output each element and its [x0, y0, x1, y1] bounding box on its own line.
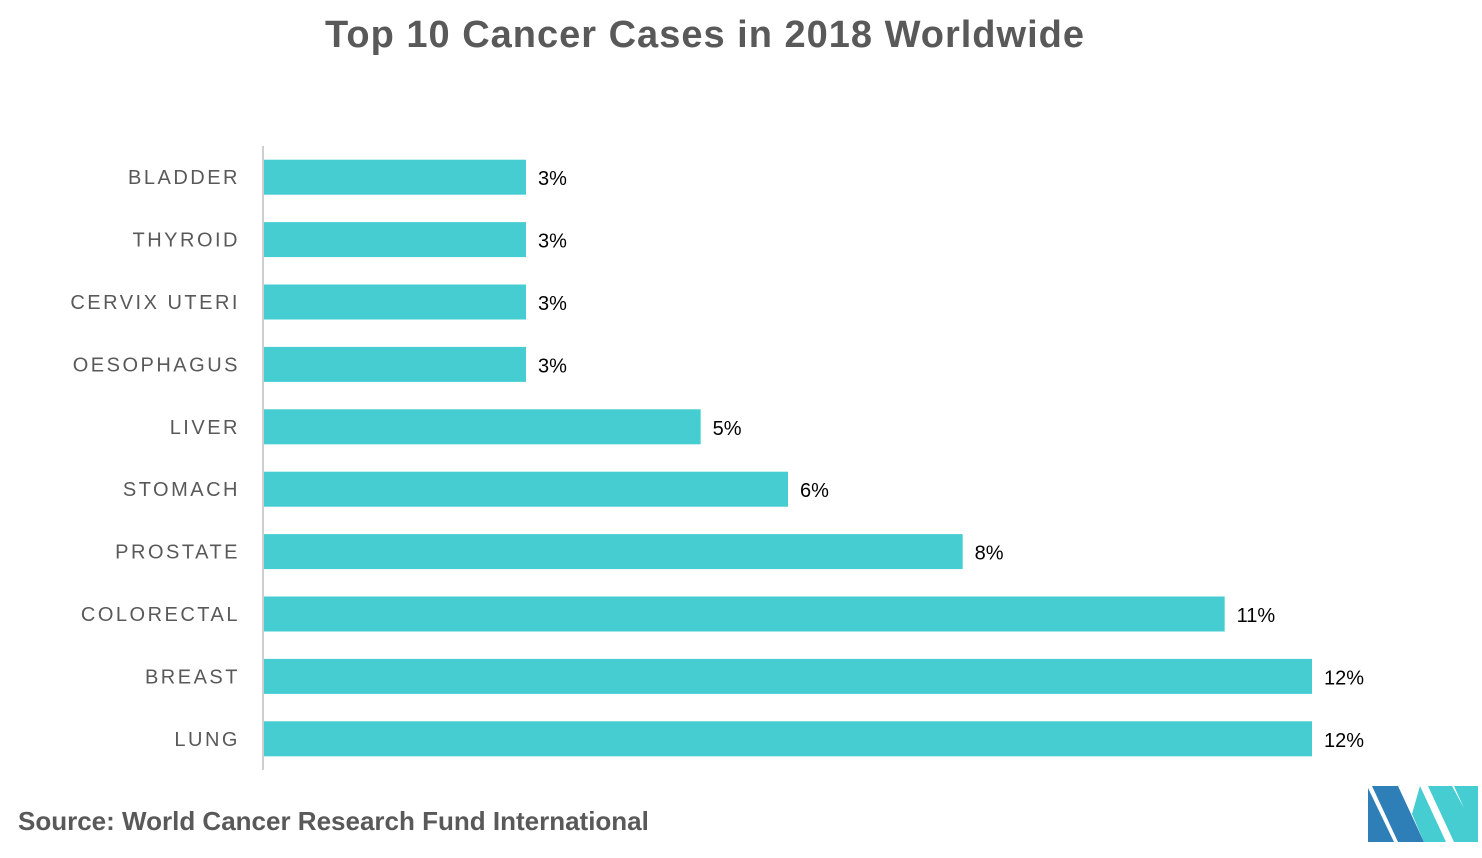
category-label-thyroid: THYROID [133, 230, 241, 252]
bar-liver [264, 409, 701, 445]
source-note: Source: World Cancer Research Fund Inter… [18, 806, 649, 836]
bar-cervix-uteri [264, 284, 526, 320]
category-label-prostate: PROSTATE [115, 542, 240, 564]
bar-colorectal [264, 596, 1225, 632]
category-label-cervix-uteri: CERVIX UTERI [70, 292, 240, 314]
category-label-breast: BREAST [145, 666, 240, 688]
category-label-oesophagus: OESOPHAGUS [73, 354, 240, 376]
category-label-liver: LIVER [170, 417, 240, 439]
category-label-stomach: STOMACH [123, 479, 240, 501]
category-label-colorectal: COLORECTAL [81, 604, 240, 626]
value-label-colorectal: 11% [1237, 605, 1276, 627]
value-labels: 3% 3% 3% 3% 5% 6% 8% 11% 12% 12% [538, 168, 1364, 752]
value-label-breast: 12% [1324, 667, 1364, 689]
bar-thyroid [264, 222, 526, 258]
category-label-lung: LUNG [174, 729, 240, 751]
company-logo-icon [1368, 786, 1478, 842]
value-label-oesophagus: 3% [538, 355, 567, 377]
bar-lung [264, 721, 1312, 757]
chart-title: Top 10 Cancer Cases in 2018 Worldwide [325, 14, 1085, 56]
value-label-prostate: 8% [975, 543, 1004, 565]
bar-bladder [264, 159, 526, 195]
value-label-cervix-uteri: 3% [538, 293, 567, 315]
value-label-stomach: 6% [800, 480, 829, 502]
bar-prostate [264, 534, 963, 570]
bars-group [264, 159, 1312, 757]
bar-oesophagus [264, 346, 526, 382]
bar-stomach [264, 471, 788, 507]
category-label-bladder: BLADDER [128, 167, 240, 189]
bar-breast [264, 658, 1312, 694]
value-label-thyroid: 3% [538, 231, 567, 253]
value-label-bladder: 3% [538, 168, 567, 190]
value-label-liver: 5% [713, 418, 742, 440]
value-label-lung: 12% [1324, 730, 1364, 752]
category-labels: BLADDER THYROID CERVIX UTERI OESOPHAGUS LIVE… [70, 167, 241, 751]
